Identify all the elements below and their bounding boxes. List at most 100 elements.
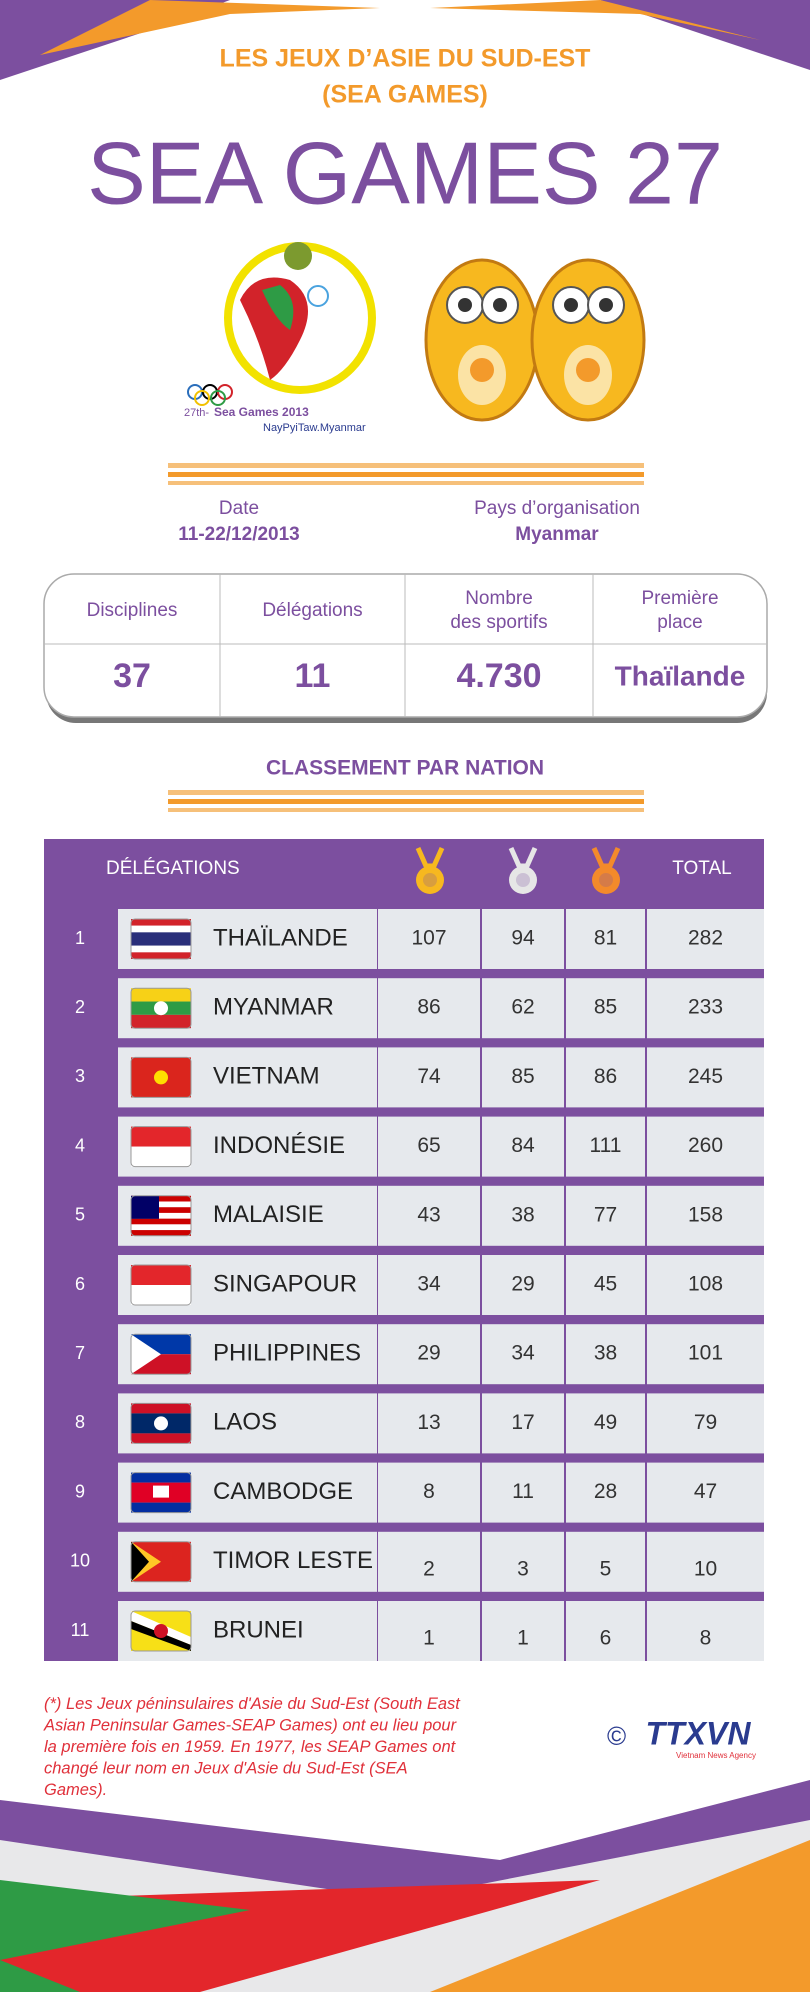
flag-frame <box>130 1056 192 1098</box>
medal-count: 245 <box>688 1065 723 1088</box>
medal-count: 5 <box>600 1557 612 1580</box>
value-cell <box>482 978 564 1039</box>
flag-canton <box>131 1195 159 1219</box>
flag-stripe <box>131 1265 191 1285</box>
rank: 3 <box>75 1066 85 1086</box>
value-cell <box>647 1324 764 1385</box>
flag-triangle <box>131 1334 161 1375</box>
value-cell <box>482 909 564 969</box>
footnote-line: changé leur nom en Jeux d'Asie du Sud-Es… <box>44 1760 408 1778</box>
medal <box>416 866 444 894</box>
value-cell <box>647 1601 764 1661</box>
medal-count: 111 <box>590 1134 622 1157</box>
flag-frame <box>130 1402 192 1444</box>
flag-stripe <box>131 1014 191 1029</box>
flag-stripe <box>131 1212 191 1219</box>
decor <box>430 1840 810 1992</box>
logo-text: 27th- <box>184 407 209 419</box>
medal-count: 45 <box>594 1273 617 1296</box>
medal-inner <box>423 873 437 887</box>
value-cell <box>566 978 645 1039</box>
flag-frame <box>130 1610 192 1652</box>
medal-count: 81 <box>594 927 617 950</box>
value-cell <box>378 1324 480 1385</box>
value-cell <box>566 909 645 969</box>
flag-stripe <box>131 932 191 946</box>
medal-count: 85 <box>594 996 617 1019</box>
value-cell <box>482 1601 564 1661</box>
medal-count: 62 <box>511 996 534 1019</box>
decor <box>0 1960 80 1992</box>
medal-count: 1 <box>423 1627 435 1650</box>
rank: 11 <box>71 1620 90 1640</box>
flag-stripe <box>131 1126 191 1147</box>
medal-count: 10 <box>694 1557 717 1580</box>
flag-stripe <box>131 1230 191 1236</box>
info-label: Date <box>219 498 259 519</box>
value-cell <box>566 1601 645 1661</box>
medal-count: 3 <box>517 1557 529 1580</box>
rank: 9 <box>75 1481 85 1501</box>
value-cell <box>482 1185 564 1246</box>
value-cell <box>566 1116 645 1177</box>
medal-count: 86 <box>594 1065 617 1088</box>
rank: 5 <box>75 1205 85 1225</box>
value-cell <box>566 1324 645 1385</box>
value-cell <box>378 1531 480 1592</box>
medal-count: 94 <box>511 927 535 950</box>
country: LAOS <box>213 1409 277 1436</box>
flag-emblem <box>154 1624 168 1638</box>
medal-count: 43 <box>417 1203 440 1226</box>
decor <box>0 1880 250 1960</box>
flag-stripe <box>131 988 191 1002</box>
medal-inner <box>516 873 530 887</box>
medal-count: 74 <box>417 1065 441 1088</box>
stat-label: Délégations <box>262 600 362 621</box>
value-cell <box>482 1531 564 1592</box>
footnote: (*) Les Jeux péninsulaires d'Asie du Sud… <box>43 1695 461 1799</box>
flag-frame <box>130 1541 192 1583</box>
medal-count: 47 <box>694 1480 717 1503</box>
flag-frame <box>130 1264 192 1306</box>
medal-count: 108 <box>688 1273 723 1296</box>
value-cell <box>566 1255 645 1315</box>
info-label: Pays d’organisation <box>474 498 640 519</box>
value-cell <box>647 1393 764 1454</box>
stat-label: Première <box>641 588 718 609</box>
country: MYANMAR <box>213 994 334 1021</box>
medal-count: 86 <box>417 996 440 1019</box>
medal-inner <box>599 873 613 887</box>
flag-emblem <box>154 1070 168 1085</box>
table-bg <box>44 839 764 1661</box>
medal-count: 28 <box>594 1480 617 1503</box>
value-cell <box>566 1462 645 1523</box>
flag-stripe <box>131 952 191 959</box>
country: TIMOR LESTE <box>213 1547 373 1574</box>
medal-count: 17 <box>511 1411 534 1434</box>
flag-stripe <box>131 1195 191 1202</box>
medal-count: 101 <box>688 1342 723 1365</box>
flag-stripe <box>131 1146 191 1167</box>
info-value: Myanmar <box>515 524 599 545</box>
flag-frame <box>130 1333 192 1375</box>
flag-stripe <box>131 1403 191 1414</box>
kicker: (SEA GAMES) <box>322 81 488 109</box>
medal-count: 2 <box>423 1557 435 1580</box>
value-cell <box>647 978 764 1039</box>
value-cell <box>482 1116 564 1177</box>
value-cell <box>566 1185 645 1246</box>
column-header: TOTAL <box>672 858 731 879</box>
medal-count: 107 <box>411 927 446 950</box>
footnote-line: (*) Les Jeux péninsulaires d'Asie du Sud… <box>44 1695 461 1713</box>
stat-label: Nombre <box>465 588 533 609</box>
value-cell <box>647 1531 764 1592</box>
stat-value: 37 <box>113 657 151 695</box>
value-cell <box>482 1324 564 1385</box>
flag-stripe <box>131 945 191 953</box>
medal-count: 34 <box>511 1342 535 1365</box>
footnote-line: la première fois en 1959. En 1977, les S… <box>44 1738 457 1756</box>
country: VIETNAM <box>213 1063 320 1090</box>
value-cell <box>378 978 480 1039</box>
medal <box>592 866 620 894</box>
medal-count: 77 <box>594 1203 617 1226</box>
